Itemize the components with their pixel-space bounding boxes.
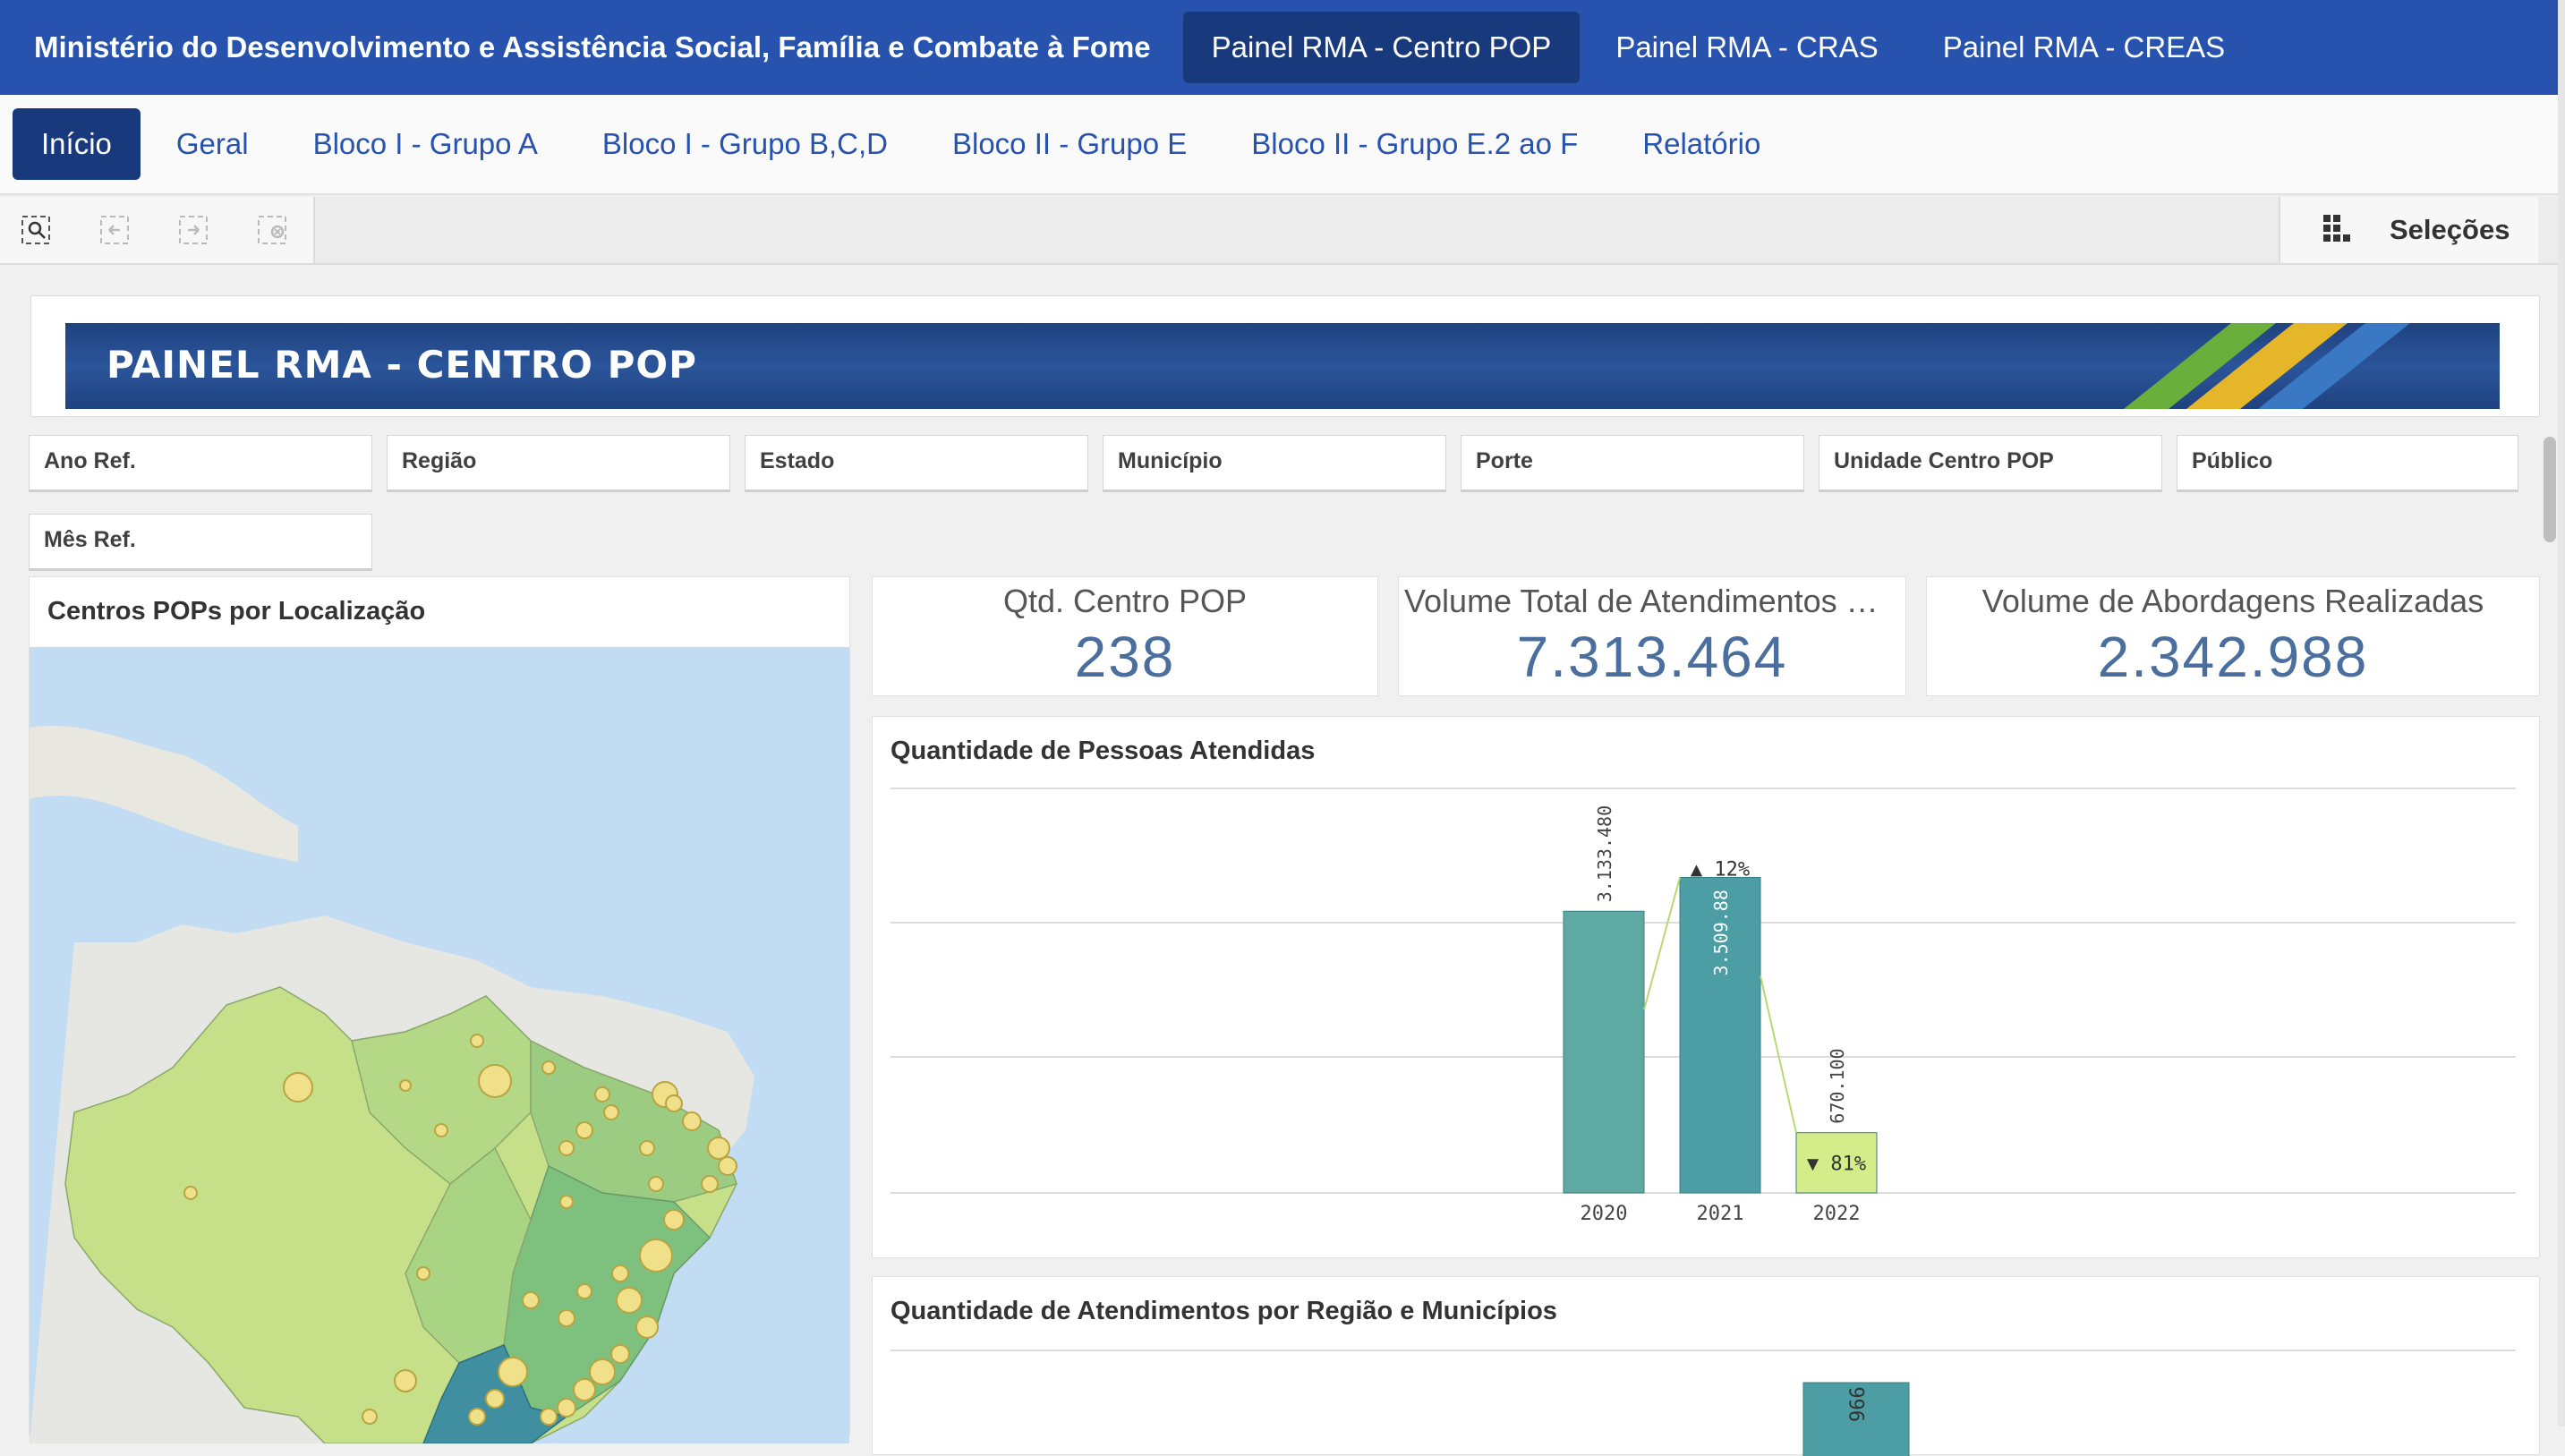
x-tick-label: 2020 [1581,1203,1628,1225]
kpi-label: Volume de Abordagens Realizadas [1981,583,2484,619]
kpi-label: Volume Total de Atendimentos Re... [1404,583,1905,619]
kpi-label: Qtd. Centro POP [1002,583,1248,619]
filter-municipio[interactable]: Município [1103,435,1446,492]
nav-painel-centro-pop[interactable]: Painel RMA - Centro POP [1182,12,1581,83]
kpi-volume-abordagens: Volume de Abordagens Realizadas 2.342.98… [1926,576,2540,696]
kpi-qtd-centro-pop: Qtd. Centro POP 238 [872,576,1378,696]
smart-search-icon[interactable] [20,214,52,246]
banner-flag-stripes-icon [2124,323,2410,409]
map-title: Centros POPs por Localização [47,597,426,626]
selection-tools [0,197,315,263]
top-header: Ministério do Desenvolvimento e Assistên… [0,0,2565,95]
banner-container: PAINEL RMA - CENTRO POP [30,295,2540,417]
kpi-volume-atendimentos: Volume Total de Atendimentos Re... 7.313… [1398,576,1906,696]
nav-painel-creas[interactable]: Painel RMA - CREAS [1942,30,2226,64]
sheet-tabs: Início Geral Bloco I - Grupo A Bloco I -… [0,95,2565,195]
tab-relatorio[interactable]: Relatório [1642,127,1761,160]
filter-regiao[interactable]: Região [387,435,730,492]
banner: PAINEL RMA - CENTRO POP [65,323,2500,409]
selections-button[interactable]: Seleções [2279,197,2538,263]
selections-label: Seleções [2390,214,2510,245]
ministry-title: Ministério do Desenvolvimento e Assistên… [34,30,1151,64]
filter-porte[interactable]: Porte [1461,435,1804,492]
bar-value-label: 3.509.88 [1710,890,1732,975]
filter-ano-ref[interactable]: Ano Ref. [29,435,372,492]
kpi-value: 2.342.988 [2097,625,2369,689]
trend-connector [1643,877,1681,1010]
x-tick-label: 2022 [1813,1203,1861,1225]
kpi-value: 7.313.464 [1516,625,1788,689]
filter-mes-ref[interactable]: Mês Ref. [29,514,372,571]
chart-title: Quantidade de Atendimentos por Região e … [891,1297,1557,1325]
tab-geral[interactable]: Geral [175,127,249,160]
x-tick-label: 2021 [1697,1203,1744,1225]
tab-bloco-ii-grupo-e2-f[interactable]: Bloco II - Grupo E.2 ao F [1251,127,1579,160]
trend-connector [1760,975,1797,1133]
brazil-map[interactable] [30,647,849,1443]
chart-title: Quantidade de Pessoas Atendidas [891,737,1316,765]
filter-unidade-centro-pop[interactable]: Unidade Centro POP [1819,435,2162,492]
page-scrollbar[interactable] [2558,0,2565,1426]
bar [1563,910,1645,1194]
change-label: ▼ 81% [1807,1154,1866,1176]
filter-scroll-thumb[interactable] [2544,437,2556,542]
tab-bloco-i-grupo-a[interactable]: Bloco I - Grupo A [312,127,538,160]
bar [1795,1132,1878,1194]
banner-title: PAINEL RMA - CENTRO POP [107,343,697,387]
bar-value-label: 670.100 [1827,1048,1848,1123]
tab-bloco-i-grupo-bcd[interactable]: Bloco I - Grupo B,C,D [601,127,888,160]
bar-value-label: 966 [1847,1386,1870,1422]
filter-estado[interactable]: Estado [745,435,1088,492]
step-forward-icon[interactable] [177,214,209,246]
chart-pessoas-atendidas[interactable]: 2020 3.133.480 2021 3.509.88 ▲ 12% 2022 670.10… [873,717,2539,1257]
chart-atendimentos-regiao[interactable]: 966 [873,1277,2539,1456]
chart-pessoas-atendidas-panel: Quantidade de Pessoas Atendidas 2020 3.13… [872,716,2540,1258]
tab-bloco-ii-grupo-e[interactable]: Bloco II - Grupo E [951,127,1188,160]
chart-atendimentos-regiao-panel: Quantidade de Atendimentos por Região e … [872,1276,2540,1456]
bar [1679,876,1761,1194]
filter-publico[interactable]: Público [2177,435,2518,492]
sheet-canvas: PAINEL RMA - CENTRO POP Ano Ref. Região … [16,285,2542,1456]
step-back-icon[interactable] [98,214,131,246]
nav-painel-cras[interactable]: Painel RMA - CRAS [1615,30,1879,64]
bar-value-label: 3.133.480 [1594,805,1615,902]
map-panel: Centros POPs por Localização [29,576,850,1443]
selection-toolbar: Seleções [0,197,2565,265]
selections-grid-icon [2322,213,2352,248]
tab-inicio[interactable]: Início [13,108,141,180]
change-label: ▲ 12% [1691,858,1750,881]
kpi-value: 238 [1074,625,1176,689]
clear-selections-icon[interactable] [256,214,288,246]
